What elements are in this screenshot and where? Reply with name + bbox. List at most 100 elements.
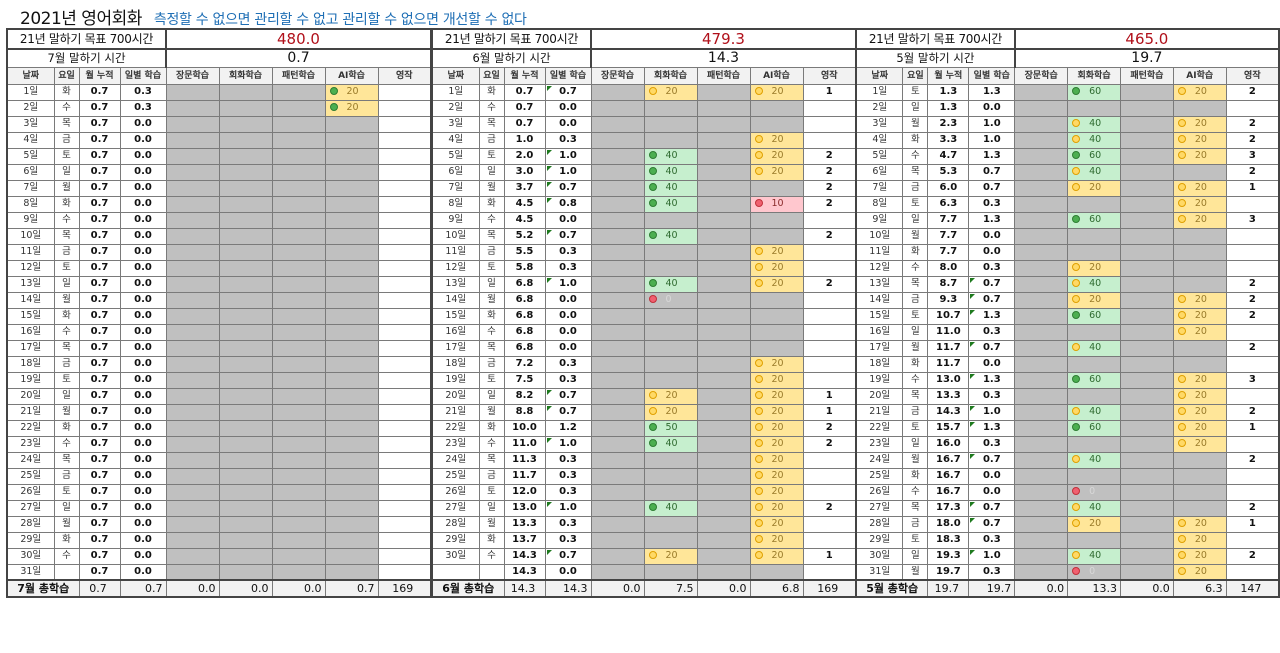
cumulative-cell[interactable]: 5.8 bbox=[503, 259, 546, 277]
ai-study-cell[interactable]: 20 bbox=[1172, 403, 1227, 421]
long-study-cell[interactable] bbox=[165, 227, 220, 245]
composition-cell[interactable] bbox=[377, 195, 432, 213]
date-cell[interactable]: 31일 bbox=[6, 563, 55, 581]
date-cell[interactable]: 1일 bbox=[855, 83, 904, 101]
pattern-study-cell[interactable] bbox=[696, 563, 751, 581]
weekday-cell[interactable]: 일 bbox=[902, 323, 929, 341]
long-study-cell[interactable] bbox=[165, 499, 220, 517]
column-header[interactable]: 패턴학습 bbox=[1119, 66, 1174, 85]
date-cell[interactable]: 3일 bbox=[431, 115, 480, 133]
ai-study-cell[interactable] bbox=[324, 147, 379, 165]
daily-study-cell[interactable]: 0.3 bbox=[968, 563, 1016, 581]
weekday-cell[interactable]: 금 bbox=[478, 355, 505, 373]
date-cell[interactable]: 17일 bbox=[855, 339, 904, 357]
daily-study-cell[interactable]: 1.3 bbox=[968, 211, 1016, 229]
daily-study-cell[interactable]: 1.0 bbox=[544, 275, 592, 293]
cumulative-cell[interactable]: 6.8 bbox=[503, 291, 546, 309]
date-cell[interactable]: 4일 bbox=[6, 131, 55, 149]
cumulative-cell[interactable]: 0.7 bbox=[78, 355, 121, 373]
ai-study-cell[interactable] bbox=[749, 563, 804, 581]
cumulative-cell[interactable]: 0.7 bbox=[78, 131, 121, 149]
annual-goal-label[interactable]: 21년 말하기 목표 700시간 bbox=[431, 28, 592, 50]
weekday-cell[interactable]: 월 bbox=[478, 179, 505, 197]
daily-study-cell[interactable]: 0.0 bbox=[119, 515, 167, 533]
pattern-study-cell[interactable] bbox=[271, 179, 326, 197]
long-study-cell[interactable] bbox=[1014, 467, 1069, 485]
weekday-cell[interactable]: 토 bbox=[53, 147, 80, 165]
long-study-cell[interactable] bbox=[1014, 435, 1069, 453]
ai-study-cell[interactable] bbox=[1172, 163, 1227, 181]
weekday-cell[interactable]: 일 bbox=[53, 499, 80, 517]
composition-cell[interactable] bbox=[377, 563, 432, 581]
ai-study-cell[interactable] bbox=[1172, 259, 1227, 277]
long-study-cell[interactable] bbox=[590, 371, 645, 389]
pattern-study-cell[interactable] bbox=[1119, 243, 1174, 261]
weekday-cell[interactable]: 목 bbox=[478, 451, 505, 469]
conversation-study-cell[interactable] bbox=[218, 403, 273, 421]
pattern-study-cell[interactable] bbox=[696, 403, 751, 421]
date-cell[interactable]: 24일 bbox=[855, 451, 904, 469]
weekday-cell[interactable]: 토 bbox=[902, 419, 929, 437]
composition-cell[interactable] bbox=[1225, 531, 1280, 549]
cumulative-cell[interactable]: 11.7 bbox=[927, 339, 970, 357]
date-cell[interactable]: 20일 bbox=[6, 387, 55, 405]
long-study-cell[interactable] bbox=[590, 179, 645, 197]
cumulative-cell[interactable]: 7.7 bbox=[927, 227, 970, 245]
weekday-cell[interactable]: 화 bbox=[902, 467, 929, 485]
total-daily[interactable]: 14.3 bbox=[544, 579, 592, 598]
daily-study-cell[interactable]: 1.0 bbox=[544, 499, 592, 517]
pattern-study-cell[interactable] bbox=[1119, 515, 1174, 533]
date-cell[interactable]: 3일 bbox=[855, 115, 904, 133]
weekday-cell[interactable]: 금 bbox=[902, 515, 929, 533]
daily-study-cell[interactable]: 0.0 bbox=[119, 131, 167, 149]
composition-cell[interactable]: 1 bbox=[1225, 419, 1280, 437]
date-cell[interactable]: 24일 bbox=[431, 451, 480, 469]
cumulative-cell[interactable]: 3.0 bbox=[503, 163, 546, 181]
weekday-cell[interactable]: 월 bbox=[53, 515, 80, 533]
ai-study-cell[interactable] bbox=[324, 195, 379, 213]
pattern-study-cell[interactable] bbox=[1119, 211, 1174, 229]
long-study-cell[interactable] bbox=[165, 259, 220, 277]
weekday-cell[interactable]: 화 bbox=[902, 243, 929, 261]
cumulative-cell[interactable]: 6.3 bbox=[927, 195, 970, 213]
daily-study-cell[interactable]: 0.3 bbox=[968, 259, 1016, 277]
date-cell[interactable]: 21일 bbox=[855, 403, 904, 421]
daily-study-cell[interactable]: 0.0 bbox=[119, 323, 167, 341]
conversation-study-cell[interactable] bbox=[643, 99, 698, 117]
composition-cell[interactable] bbox=[377, 147, 432, 165]
composition-cell[interactable] bbox=[802, 99, 857, 117]
column-header[interactable]: 월 누적 bbox=[78, 66, 121, 85]
daily-study-cell[interactable]: 0.0 bbox=[544, 211, 592, 229]
daily-study-cell[interactable]: 0.0 bbox=[544, 307, 592, 325]
daily-study-cell[interactable]: 0.7 bbox=[544, 227, 592, 245]
ai-study-cell[interactable]: 20 bbox=[749, 355, 804, 373]
conversation-study-cell[interactable]: 20 bbox=[643, 83, 698, 101]
date-cell[interactable]: 10일 bbox=[431, 227, 480, 245]
column-header[interactable]: 영작 bbox=[802, 66, 857, 85]
column-header[interactable]: 패턴학습 bbox=[271, 66, 326, 85]
composition-cell[interactable]: 2 bbox=[802, 435, 857, 453]
pattern-study-cell[interactable] bbox=[696, 419, 751, 437]
conversation-study-cell[interactable] bbox=[218, 467, 273, 485]
conversation-study-cell[interactable] bbox=[643, 483, 698, 501]
total-composition[interactable]: 169 bbox=[802, 579, 857, 598]
daily-study-cell[interactable]: 1.0 bbox=[544, 147, 592, 165]
ai-study-cell[interactable] bbox=[749, 227, 804, 245]
conversation-study-cell[interactable] bbox=[643, 371, 698, 389]
weekday-cell[interactable]: 수 bbox=[902, 371, 929, 389]
daily-study-cell[interactable]: 1.0 bbox=[968, 115, 1016, 133]
weekday-cell[interactable]: 수 bbox=[478, 435, 505, 453]
weekday-cell[interactable]: 토 bbox=[478, 147, 505, 165]
long-study-cell[interactable] bbox=[165, 243, 220, 261]
date-cell[interactable]: 17일 bbox=[431, 339, 480, 357]
daily-study-cell[interactable]: 0.0 bbox=[544, 339, 592, 357]
daily-study-cell[interactable]: 0.0 bbox=[119, 179, 167, 197]
ai-study-cell[interactable] bbox=[324, 275, 379, 293]
pattern-study-cell[interactable] bbox=[271, 163, 326, 181]
pattern-study-cell[interactable] bbox=[1119, 419, 1174, 437]
conversation-study-cell[interactable] bbox=[1067, 227, 1121, 245]
conversation-study-cell[interactable] bbox=[218, 547, 273, 565]
date-cell[interactable]: 10일 bbox=[855, 227, 904, 245]
ai-study-cell[interactable] bbox=[324, 419, 379, 437]
date-cell[interactable]: 15일 bbox=[855, 307, 904, 325]
